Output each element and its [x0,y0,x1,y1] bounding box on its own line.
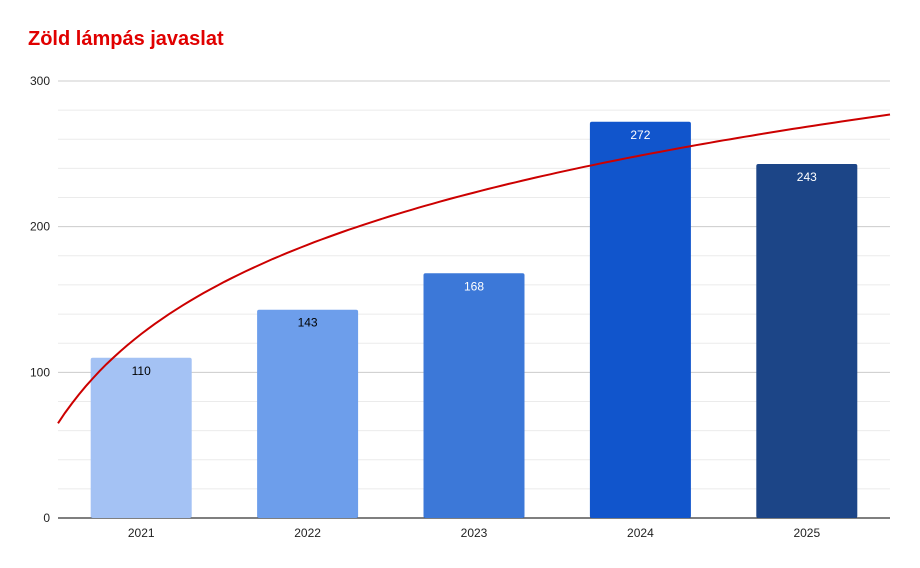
data-labels: 110 143 168 272 243 [132,128,818,378]
x-tick-label: 2024 [627,526,654,540]
x-tick-label: 2023 [461,526,488,540]
y-tick-label: 200 [30,220,50,234]
bar-2024 [589,121,691,518]
data-label: 243 [797,170,817,184]
chart-title: Zöld lámpás javaslat [28,28,224,50]
trendline-layer [57,113,891,424]
x-tick-label: 2021 [128,526,155,540]
bar-2021 [90,357,192,518]
y-tick-label: 100 [30,365,50,379]
bar-2022 [257,309,359,518]
y-tick-label: 0 [43,511,50,525]
data-label: 110 [132,364,151,378]
bars [90,121,858,518]
data-label: 272 [630,128,650,142]
bar-2025 [756,164,858,518]
bar-2023 [423,273,525,518]
data-label: 168 [464,279,484,293]
trendline [57,113,891,424]
x-tick-label: 2025 [793,526,820,540]
x-axis-ticks: 2021 2022 2023 2024 2025 [128,526,821,540]
x-tick-label: 2022 [294,526,321,540]
y-tick-label: 300 [30,74,50,88]
data-label: 143 [298,316,318,330]
y-axis-ticks: 0 100 200 300 [30,74,50,525]
